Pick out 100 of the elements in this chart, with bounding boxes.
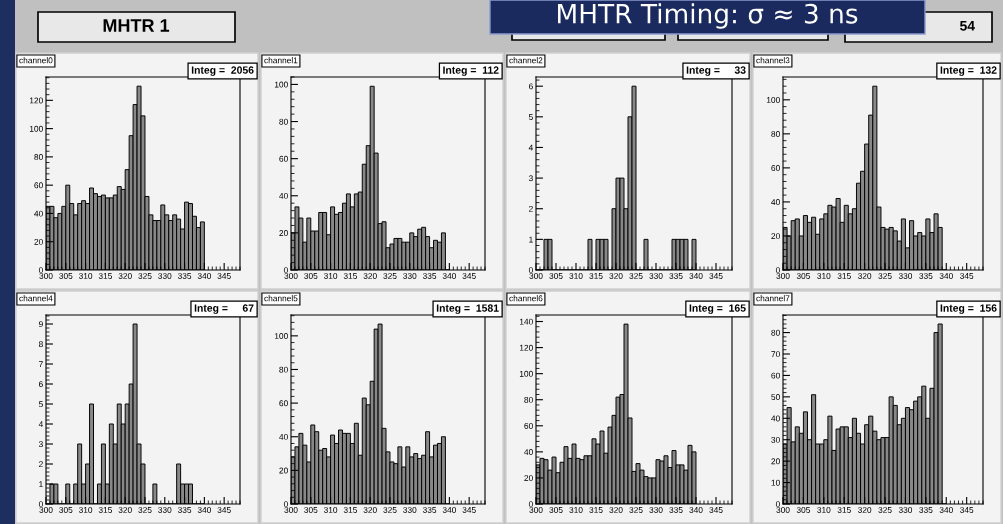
x-tick-label: 345 [217, 507, 231, 513]
y-tick-label: 80 [279, 366, 288, 373]
y-tick-label: 40 [524, 449, 533, 455]
y-tick-label: 0 [283, 267, 288, 274]
x-tick-label: 300 [284, 507, 298, 513]
x-tick-label: 320 [609, 273, 623, 279]
x-tick-label: 310 [817, 273, 831, 279]
y-tick-label: 100 [274, 81, 288, 88]
text: Integ = 112 [443, 66, 499, 76]
x-tick-label: 305 [796, 507, 811, 513]
y-tick-label: 0 [528, 501, 533, 508]
x-tick-label: 340 [689, 273, 703, 279]
text: Integ = 132 [940, 66, 997, 76]
x-tick-label: 335 [919, 273, 933, 279]
y-tick-label: 80 [34, 154, 43, 160]
y-tick-label: 120 [29, 97, 43, 104]
x-tick-label: 340 [939, 273, 953, 279]
x-tick-label: 340 [197, 507, 211, 513]
x-tick-label: 315 [837, 273, 851, 279]
x-tick-label: 340 [197, 273, 211, 279]
chart-title: channel0 [19, 57, 53, 64]
x-tick-label: 320 [363, 273, 377, 279]
chart-title: channel6 [509, 295, 543, 302]
y-tick-label: 0 [38, 267, 43, 274]
x-tick-label: 315 [837, 507, 851, 513]
x-tick-label: 340 [689, 507, 703, 513]
x-tick-label: 305 [549, 507, 563, 513]
x-tick-label: 320 [858, 273, 872, 279]
x-tick-label: 335 [177, 273, 192, 279]
x-tick-label: 330 [403, 273, 417, 279]
y-tick-label: 5 [38, 401, 43, 408]
y-tick-label: 40 [771, 199, 780, 206]
x-tick-label: 325 [878, 507, 892, 513]
x-tick-label: 300 [776, 273, 790, 279]
y-tick-label: 60 [771, 165, 780, 171]
text: Integ = 2056 [191, 66, 254, 76]
x-tick-label: 335 [422, 273, 437, 279]
y-tick-label: 80 [771, 131, 780, 137]
x-tick-label: 320 [118, 507, 132, 513]
x-tick-label: 310 [323, 507, 338, 513]
x-tick-label: 315 [98, 507, 112, 513]
x-tick-label: 310 [78, 273, 93, 279]
x-tick-label: 315 [589, 507, 603, 513]
y-tick-label: 20 [279, 230, 288, 236]
y-tick-label: 30 [771, 436, 780, 443]
y-tick-label: 80 [524, 396, 533, 403]
x-tick-label: 325 [138, 507, 152, 513]
y-tick-label: 5 [528, 114, 533, 120]
text: MHTR 1 [103, 19, 170, 32]
x-tick-label: 325 [629, 507, 643, 513]
x-tick-label: 330 [898, 273, 913, 279]
y-tick-label: 60 [524, 422, 533, 429]
x-tick-label: 305 [304, 507, 318, 513]
y-tick-label: 20 [34, 238, 43, 245]
x-tick-label: 345 [960, 507, 974, 513]
y-tick-label: 20 [771, 233, 780, 240]
y-tick-label: 6 [39, 381, 43, 388]
y-tick-label: 40 [279, 192, 288, 199]
text: Integ = 1581 [436, 304, 499, 314]
y-tick-label: 100 [274, 333, 288, 339]
x-tick-label: 320 [858, 507, 872, 513]
chart-title: channel5 [264, 295, 298, 302]
y-tick-label: 0 [775, 501, 780, 508]
x-tick-label: 305 [549, 273, 563, 279]
y-tick-label: 100 [519, 370, 533, 377]
y-tick-label: 60 [279, 155, 288, 162]
y-tick-label: 9 [38, 321, 43, 328]
y-tick-label: 3 [38, 441, 43, 448]
x-tick-label: 320 [609, 507, 623, 513]
text: Integ = 165 [689, 304, 746, 314]
x-tick-label: 315 [343, 507, 357, 513]
x-tick-label: 310 [569, 507, 583, 513]
y-tick-label: 120 [519, 344, 533, 351]
y-tick-label: 40 [34, 210, 43, 217]
x-tick-label: 345 [960, 273, 974, 279]
x-tick-label: 305 [59, 273, 73, 279]
x-tick-label: 310 [817, 507, 831, 513]
y-tick-label: 0 [528, 267, 533, 274]
y-tick-label: 40 [279, 433, 288, 440]
y-tick-label: 0 [38, 501, 43, 508]
chart-title: channel7 [756, 295, 790, 302]
y-tick-label: 3 [528, 175, 533, 182]
x-tick-label: 315 [98, 273, 112, 279]
x-tick-label: 330 [649, 507, 663, 513]
y-tick-label: 8 [38, 341, 43, 348]
y-tick-label: 6 [529, 83, 533, 90]
x-tick-label: 320 [118, 273, 132, 279]
x-tick-label: 335 [422, 507, 437, 513]
y-tick-label: 0 [283, 501, 288, 508]
chart-title: channel2 [509, 57, 543, 64]
y-tick-label: 20 [279, 467, 288, 474]
y-tick-label: 100 [29, 125, 43, 132]
x-tick-label: 330 [649, 273, 663, 279]
x-tick-label: 345 [709, 273, 723, 279]
text: Integ = 33 [686, 66, 746, 76]
text: Integ = 156 [940, 304, 997, 314]
y-tick-label: 1 [39, 481, 43, 488]
text: MHTR Timing: σ ≈ 3 ns [558, 3, 858, 29]
y-tick-label: 1 [529, 236, 533, 243]
x-tick-label: 335 [177, 507, 192, 513]
